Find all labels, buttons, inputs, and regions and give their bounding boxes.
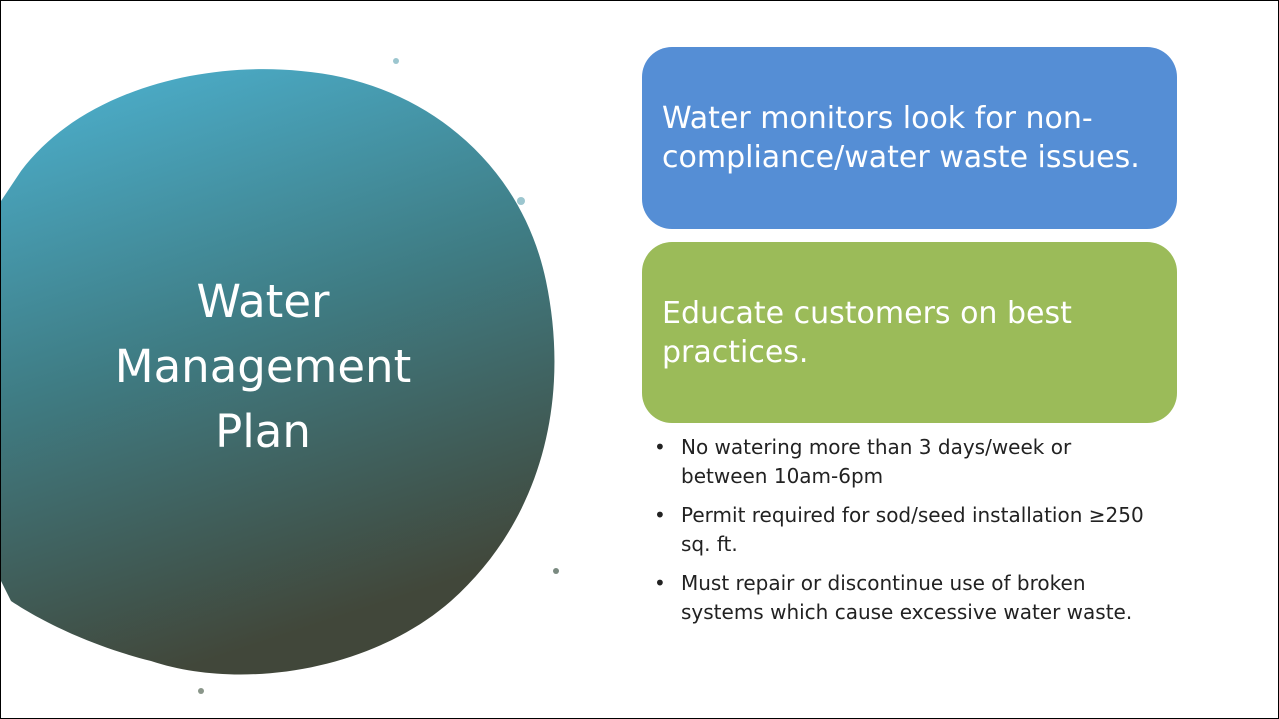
info-box: Educate customers on best practices. xyxy=(642,242,1177,423)
bullet-list: No watering more than 3 days/week or bet… xyxy=(654,433,1154,637)
slide: Water Management Plan Water monitors loo… xyxy=(0,0,1279,719)
bullet: No watering more than 3 days/week or bet… xyxy=(654,433,1154,491)
bullet: Permit required for sod/seed installatio… xyxy=(654,501,1154,559)
slide-title: Water Management Plan xyxy=(71,269,455,464)
box-text: Educate customers on best practices. xyxy=(662,294,1157,372)
box-text: Water monitors look for non-compliance/w… xyxy=(662,99,1157,177)
bullet: Must repair or discontinue use of broken… xyxy=(654,569,1154,627)
info-box: Water monitors look for non-compliance/w… xyxy=(642,47,1177,229)
